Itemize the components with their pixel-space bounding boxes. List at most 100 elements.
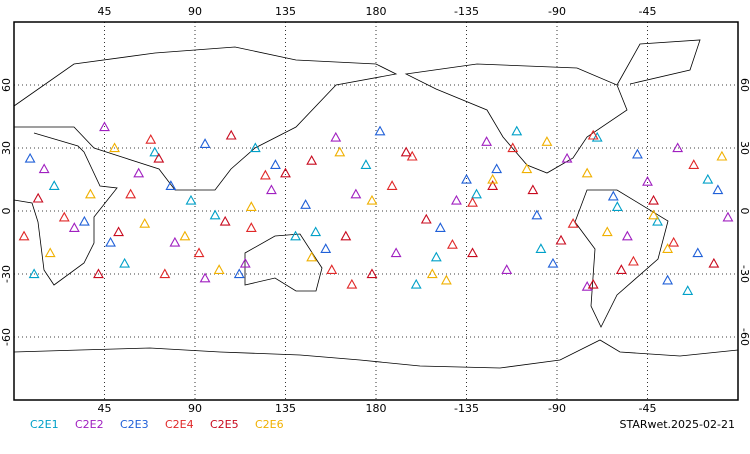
- x-tick-label: -45: [639, 5, 657, 18]
- y-tick-label: -60: [738, 328, 750, 346]
- x-tick-label: -45: [639, 402, 657, 415]
- observation-marker: [239, 257, 251, 268]
- observation-marker: [133, 167, 145, 178]
- observation-marker: [245, 201, 257, 211]
- eurasia: [13, 46, 398, 191]
- observation-marker: [265, 184, 277, 195]
- observation-marker: [78, 215, 90, 226]
- north-america: [404, 63, 628, 174]
- observation-marker: [547, 257, 559, 268]
- australia: [244, 233, 323, 292]
- observation-marker: [702, 173, 714, 184]
- observation-marker: [587, 129, 599, 140]
- observation-marker: [471, 188, 482, 199]
- observation-marker: [541, 136, 553, 146]
- observation-marker: [109, 142, 120, 153]
- x-tick-label: -135: [454, 402, 479, 415]
- observation-marker: [24, 152, 36, 163]
- x-tick-label: 45: [98, 402, 112, 415]
- observation-marker: [270, 159, 281, 169]
- observation-marker: [511, 125, 523, 136]
- observation-marker: [340, 230, 352, 241]
- y-tick-label: 60: [738, 78, 750, 92]
- observation-marker: [390, 247, 402, 258]
- observation-marker: [149, 146, 161, 157]
- observation-marker: [615, 264, 627, 274]
- observation-marker: [199, 272, 211, 283]
- y-tick-label: 0: [0, 208, 13, 215]
- observation-marker: [84, 188, 96, 199]
- observation-marker: [366, 194, 378, 205]
- observation-marker: [527, 184, 539, 195]
- observation-marker: [68, 222, 80, 232]
- observation-marker: [169, 236, 181, 247]
- x-tick-label: -90: [548, 5, 566, 18]
- y-tick-label: -30: [738, 265, 750, 283]
- south-america: [574, 189, 669, 328]
- observation-marker: [535, 243, 547, 253]
- observation-marker: [219, 215, 231, 226]
- y-tick-label: 30: [0, 141, 13, 155]
- africa: [13, 132, 118, 286]
- observation-marker: [105, 236, 116, 247]
- legend-entry: C2E2: [75, 418, 104, 431]
- observation-marker: [185, 194, 197, 205]
- observation-marker: [374, 125, 386, 136]
- observation-marker: [587, 278, 599, 289]
- observation-marker: [662, 243, 674, 253]
- observation-marker: [153, 152, 165, 163]
- observation-marker: [461, 173, 472, 184]
- y-tick-label: 30: [738, 141, 750, 155]
- observation-marker: [632, 148, 643, 159]
- x-tick-label: 45: [98, 5, 112, 18]
- observation-marker: [193, 247, 205, 258]
- observation-marker: [648, 209, 659, 220]
- observation-marker: [28, 268, 40, 279]
- map-frame: [13, 21, 739, 401]
- observation-marker: [521, 163, 533, 174]
- observation-marker: [668, 236, 680, 247]
- observation-marker: [334, 146, 346, 157]
- observation-marker: [245, 222, 257, 232]
- observation-marker: [249, 142, 261, 153]
- observation-marker: [621, 230, 633, 241]
- observation-marker: [434, 222, 446, 232]
- observation-marker: [607, 190, 619, 201]
- observation-marker: [446, 238, 458, 249]
- observation-marker: [487, 180, 499, 190]
- observation-marker: [58, 211, 70, 222]
- legend-entry: C2E4: [165, 418, 194, 431]
- observation-marker: [366, 268, 378, 279]
- observation-marker: [159, 268, 171, 279]
- observation-marker: [233, 268, 245, 279]
- legend-entry: C2E6: [255, 418, 284, 431]
- observation-marker: [225, 129, 237, 140]
- observation-marker: [306, 154, 318, 165]
- observation-marker: [440, 274, 452, 285]
- x-tick-label: 180: [366, 5, 387, 18]
- observation-marker: [213, 264, 225, 274]
- legend-entry: C2E1: [30, 418, 59, 431]
- observation-marker: [119, 257, 131, 268]
- x-tick-label: 135: [275, 402, 296, 415]
- observation-marker: [722, 211, 734, 222]
- observation-marker: [507, 142, 519, 153]
- x-tick-label: 180: [366, 402, 387, 415]
- observation-marker: [165, 180, 177, 190]
- observation-marker: [139, 217, 151, 228]
- observation-marker: [179, 230, 191, 241]
- observation-marker: [400, 146, 412, 157]
- observation-marker: [467, 247, 478, 258]
- antarctica: [13, 339, 739, 369]
- legend-entry: C2E5: [210, 418, 239, 431]
- observation-marker: [708, 257, 720, 268]
- observation-marker: [451, 194, 462, 205]
- x-tick-label: -90: [548, 402, 566, 415]
- observation-marker: [648, 194, 659, 205]
- coastlines: [13, 39, 739, 369]
- observation-marker: [38, 163, 50, 174]
- observation-marker: [330, 131, 342, 142]
- observation-marker: [113, 226, 125, 237]
- observation-marker: [326, 264, 338, 274]
